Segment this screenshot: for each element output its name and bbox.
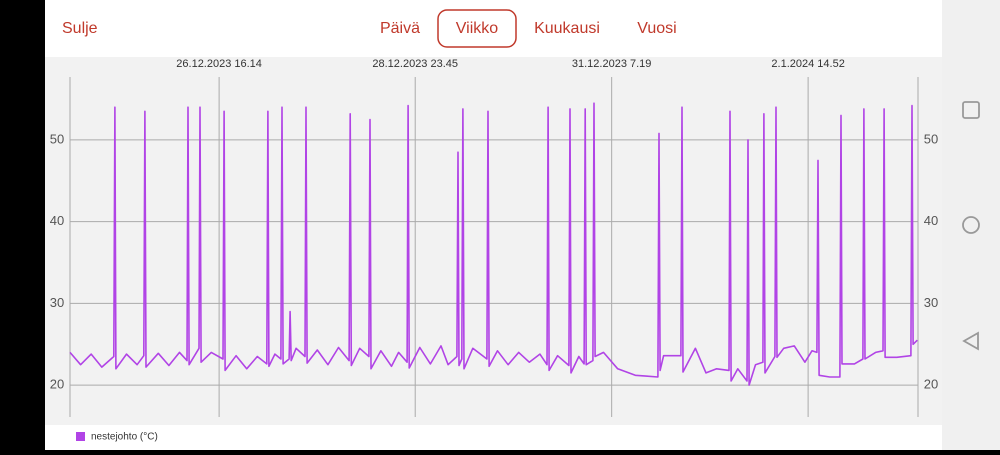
nav-bar bbox=[942, 0, 1000, 450]
y-tick-label: 50 bbox=[50, 131, 64, 146]
tab[interactable]: Kuukausi bbox=[534, 20, 600, 37]
y-tick-label: 30 bbox=[50, 295, 64, 310]
y-tick-label: 20 bbox=[50, 377, 64, 392]
y-tick-label: 40 bbox=[50, 213, 64, 228]
back-button[interactable] bbox=[962, 331, 979, 351]
chart: 20 20 30 30 40 40 50 50 26.12.2023 16.14 28.12.20… bbox=[50, 58, 938, 443]
tab[interactable]: Viikko bbox=[456, 20, 498, 37]
x-tick-label: 2.1.2024 14.52 bbox=[771, 58, 844, 70]
close-button[interactable]: Sulje bbox=[62, 20, 98, 37]
y2-tick-label: 40 bbox=[924, 213, 938, 228]
chart-background bbox=[45, 57, 942, 425]
legend-swatch bbox=[76, 432, 85, 441]
y2-tick-label: 50 bbox=[924, 131, 938, 146]
x-tick-label: 26.12.2023 16.14 bbox=[176, 58, 262, 70]
y2-tick-label: 20 bbox=[924, 377, 938, 392]
home-button[interactable] bbox=[962, 216, 980, 234]
data-line bbox=[69, 102, 918, 386]
legend-label: nestejohto (°C) bbox=[91, 432, 158, 443]
tab[interactable]: Vuosi bbox=[637, 20, 676, 37]
tab[interactable]: Päivä bbox=[380, 20, 420, 37]
y2-tick-label: 30 bbox=[924, 295, 938, 310]
x-tick-label: 28.12.2023 23.45 bbox=[372, 58, 458, 70]
tab-bar: Päivä Viikko Kuukausi Vuosi bbox=[380, 9, 677, 48]
recent-button[interactable] bbox=[962, 101, 980, 119]
x-tick-label: 31.12.2023 7.19 bbox=[572, 58, 652, 70]
selected-tab-outline bbox=[437, 9, 517, 48]
